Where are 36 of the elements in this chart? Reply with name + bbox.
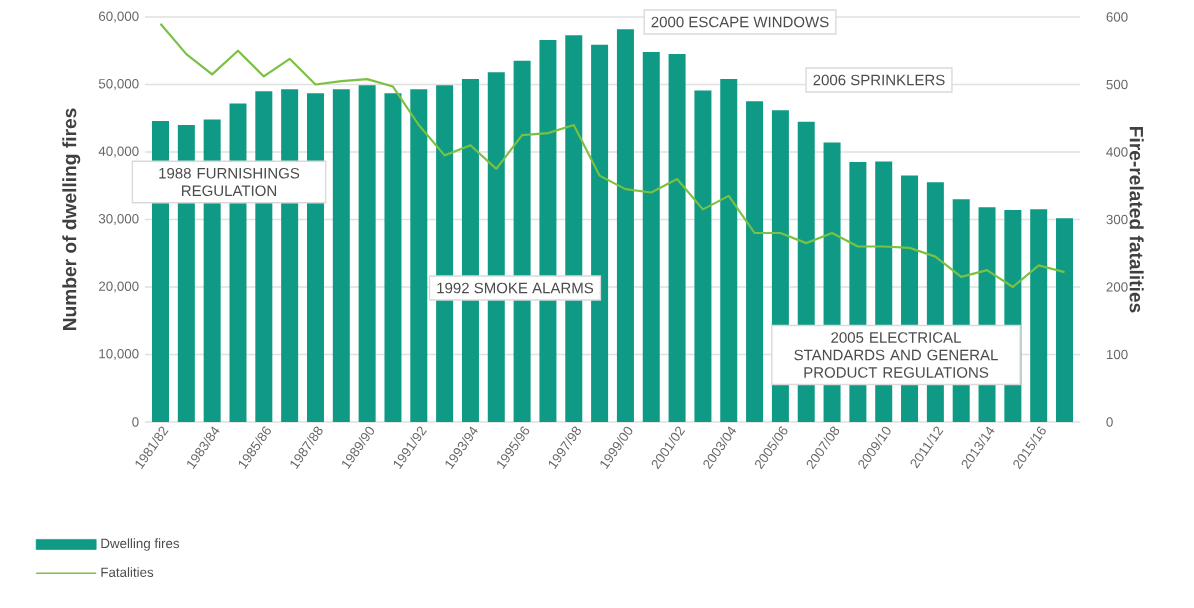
bar: [694, 90, 712, 422]
y2-tick-label: 0: [1106, 417, 1113, 427]
bar: [720, 79, 738, 422]
y2-tick-label: 100: [1106, 349, 1128, 360]
bar: [668, 54, 686, 422]
annotation: 2000 ESCAPE WINDOWS: [651, 16, 829, 28]
annotation: 1992 SMOKE ALARMS: [437, 282, 594, 294]
y-tick-label: 10,000: [99, 349, 139, 360]
y-tick-label: 20,000: [99, 281, 139, 293]
y2-tick-label: 500: [1106, 79, 1128, 90]
y2-tick-label: 400: [1106, 147, 1128, 157]
bar: [384, 93, 402, 422]
bar: [746, 101, 764, 422]
bar: [591, 44, 609, 422]
bar: [410, 89, 428, 422]
y-tick-label: 40,000: [98, 146, 139, 158]
y2-tick-label: 600: [1106, 12, 1128, 22]
bar: [1056, 218, 1074, 422]
legend-label: Fatalities: [101, 567, 154, 577]
y2-axis-title: Fire-related fatalities: [1129, 127, 1144, 313]
y-tick-label: 30,000: [98, 214, 139, 225]
bar: [332, 89, 350, 422]
annotation: 1988 FURNISHINGS REGULATION: [159, 167, 300, 197]
annotation: 2006 SPRINKLERS: [813, 74, 945, 86]
y-axis-title: Number of dwelling fires: [62, 108, 81, 331]
y-tick-label: 50,000: [98, 79, 139, 90]
y-tick-label: 0: [132, 417, 139, 427]
y2-tick-label: 300: [1106, 214, 1128, 225]
bar: [642, 52, 660, 422]
y-tick-label: 60,000: [99, 11, 139, 23]
y2-tick-label: 200: [1106, 282, 1128, 292]
annotation: 2005 ELECTRICAL STANDARDS AND GENERAL PRODUCT REGULATIONS: [794, 332, 998, 378]
bar: [616, 29, 634, 422]
bar: [358, 85, 376, 422]
bar: [1030, 209, 1048, 422]
legend-label: Dwelling fires: [101, 538, 180, 551]
